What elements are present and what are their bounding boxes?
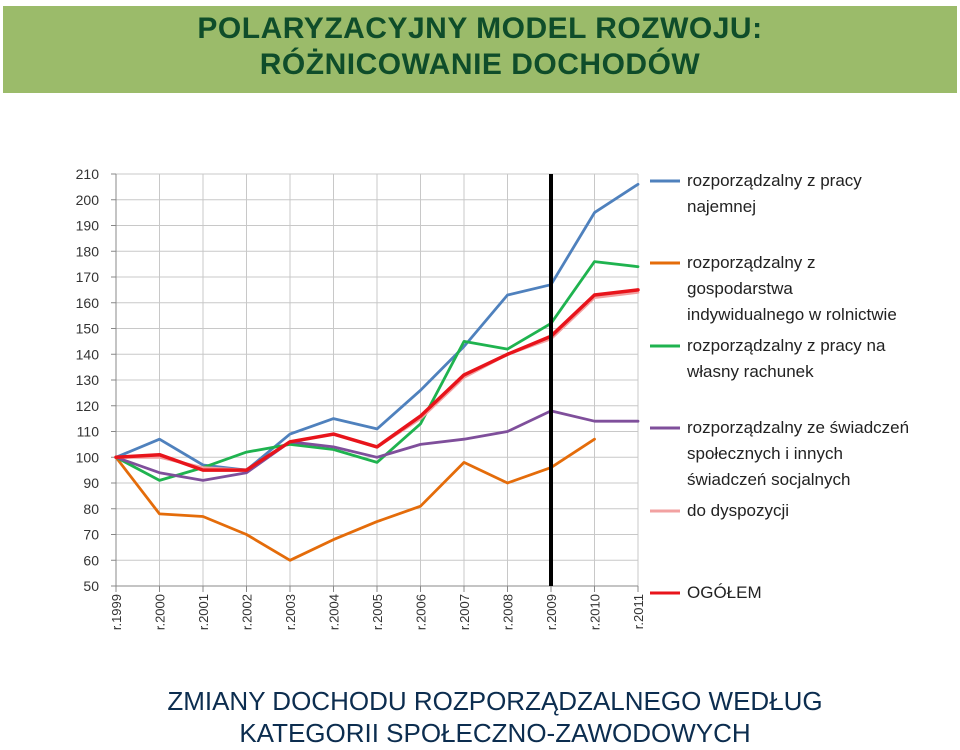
legend-label: do dyspozycji	[687, 501, 789, 520]
legend-label: rozporządzalny z	[687, 253, 816, 272]
y-tick-label: 120	[76, 398, 100, 414]
caption-line1: ZMIANY DOCHODU ROZPORZĄDZALNEGO WEDŁUG	[167, 686, 823, 716]
series-line-rozporzadzalny-z-gospodarstwa-indywidualnego-w-rolnictwie	[114, 437, 596, 562]
y-tick-label: 100	[76, 449, 100, 465]
legend-label: gospodarstwa	[687, 279, 793, 298]
x-tick-label: r.2000	[153, 594, 168, 630]
y-tick-label: 60	[83, 552, 99, 568]
y-tick-label: 210	[76, 166, 100, 182]
legend-label: indywidualnego w rolnictwie	[687, 305, 897, 324]
x-tick-label: r.2008	[501, 594, 516, 630]
legend: rozporządzalny z pracy najemnej rozporządz…	[650, 171, 909, 602]
x-tick-label: r.2004	[327, 594, 342, 630]
y-tick-label: 110	[77, 424, 100, 440]
x-tick-label: r.2006	[414, 594, 429, 630]
page-title-line2: RÓŻNICOWANIE DOCHODÓW	[259, 48, 701, 81]
header-banner	[3, 6, 957, 93]
legend-label: rozporządzalny z pracy na	[687, 336, 886, 355]
x-tick-label: r.2003	[283, 594, 298, 630]
caption-line2: KATEGORII SPOŁECZNO-ZAWODOWYCH	[239, 718, 751, 748]
x-tick-label: r.2011	[631, 594, 646, 629]
y-tick-label: 50	[83, 578, 99, 594]
x-axis: r.1999 r.2000 r.2001 r.2002 r.2003 r.2004 r.20…	[109, 585, 646, 630]
x-tick-label: r.2010	[588, 594, 603, 630]
gridlines	[115, 173, 639, 587]
x-tick-label: r.2007	[457, 594, 472, 630]
legend-label: własny rachunek	[686, 362, 814, 381]
legend-label: świadczeń socjalnych	[687, 470, 850, 489]
x-tick-label: r.1999	[109, 594, 124, 630]
page-title-line1: POLARYZACYJNY MODEL ROZWOJU:	[197, 12, 763, 45]
y-tick-label: 170	[76, 269, 100, 285]
legend-label: rozporządzalny z pracy	[687, 171, 862, 190]
y-tick-label: 190	[76, 218, 100, 234]
y-tick-label: 160	[76, 295, 100, 311]
x-tick-label: r.2001	[196, 594, 211, 630]
x-tick-label: r.2009	[544, 594, 559, 630]
y-axis: 50 60 70 80 90 100 110 120 130 140 150 160 170 180 190…	[76, 166, 117, 594]
y-tick-label: 180	[76, 243, 100, 259]
y-tick-label: 200	[76, 192, 100, 208]
y-tick-label: 140	[76, 346, 100, 362]
y-tick-label: 80	[83, 501, 99, 517]
legend-label: rozporządzalny ze świadczeń	[687, 418, 909, 437]
x-tick-label: r.2002	[240, 594, 255, 630]
y-tick-label: 90	[83, 475, 99, 491]
y-tick-label: 150	[76, 321, 100, 337]
y-tick-label: 70	[83, 527, 99, 543]
y-tick-label: 130	[76, 372, 100, 388]
legend-label: OGÓŁEM	[687, 583, 762, 602]
x-tick-label: r.2005	[370, 594, 385, 630]
income-line-chart: 50 60 70 80 90 100 110 120 130 140 150 160 170 180 190…	[76, 166, 909, 630]
legend-label: najemnej	[687, 197, 756, 216]
legend-label: społecznych i innych	[687, 444, 843, 463]
